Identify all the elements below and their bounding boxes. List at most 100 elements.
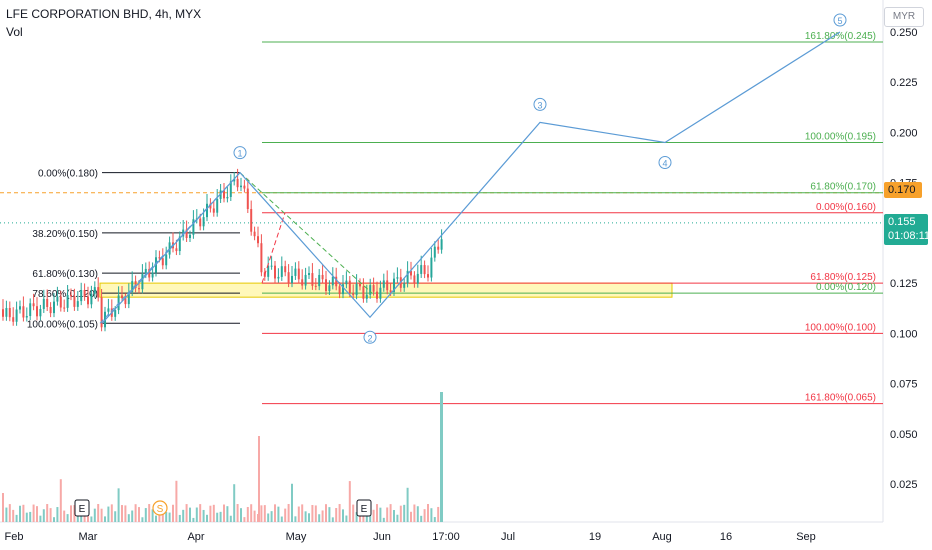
volume-bar xyxy=(352,504,355,522)
candle-body xyxy=(100,297,103,328)
volume-bar xyxy=(229,515,232,522)
currency-button[interactable]: MYR xyxy=(884,7,924,27)
candle-body xyxy=(410,270,412,276)
fib-left-label: 61.80%(0.130) xyxy=(32,269,98,280)
volume-bar xyxy=(270,511,273,522)
wave-label-circle xyxy=(833,13,847,27)
volume-bar xyxy=(396,514,399,522)
volume-bar xyxy=(403,504,406,522)
volume-bar xyxy=(93,508,96,522)
candle-body xyxy=(168,242,171,255)
candle-body xyxy=(73,296,76,307)
candle-body xyxy=(325,279,327,291)
volume-bar xyxy=(243,517,246,522)
candle-body xyxy=(93,287,96,294)
volume-bar xyxy=(437,506,440,522)
volume-bar xyxy=(386,507,389,522)
candle-body xyxy=(70,294,72,297)
volume-bar xyxy=(124,505,127,522)
volume-bar xyxy=(226,506,229,522)
volume-bar xyxy=(253,510,256,522)
volume-bar xyxy=(42,509,45,522)
time-tick-label: Mar xyxy=(79,531,98,543)
candle-body xyxy=(280,266,283,277)
volume-bar xyxy=(263,505,266,522)
last-price-tag: 0.155 01:08:11 xyxy=(884,214,930,245)
volume-bar xyxy=(233,484,236,522)
volume-bar xyxy=(376,504,378,522)
price-tick-label: 0.250 xyxy=(890,27,918,39)
volume-bar xyxy=(267,513,270,522)
volume-bar xyxy=(66,514,69,522)
volume-bar xyxy=(76,513,79,522)
candle-body xyxy=(345,280,348,285)
fib-right-label: 161.80%(0.245) xyxy=(805,31,876,42)
candle-body xyxy=(107,308,110,312)
volume-bar xyxy=(15,514,18,522)
fib-left-label: 78.60%(0.120) xyxy=(32,289,98,300)
candle-body xyxy=(90,293,93,305)
candle-body xyxy=(420,265,423,274)
volume-bar xyxy=(410,511,412,522)
candle-body xyxy=(158,257,161,259)
candle-body xyxy=(270,265,273,267)
volume-bar xyxy=(328,507,331,522)
price-tick-label: 0.125 xyxy=(890,278,918,290)
candle-body xyxy=(321,274,324,280)
volume-bar xyxy=(53,517,55,522)
candle-body xyxy=(376,291,378,299)
chart-title: LFE CORPORATION BHD, 4h, MYX xyxy=(6,7,202,21)
volume-bar xyxy=(219,511,222,522)
candle-body xyxy=(246,188,249,210)
candle-body xyxy=(362,286,365,299)
candle-body xyxy=(403,283,406,288)
candle-body xyxy=(253,231,256,237)
candle-body xyxy=(39,308,42,317)
candle-body xyxy=(406,270,409,284)
candle-body xyxy=(287,272,290,284)
wave-label: 1 xyxy=(237,149,242,159)
volume-bar xyxy=(318,514,321,522)
candle-body xyxy=(87,296,89,305)
wave-label: 4 xyxy=(662,158,667,168)
trend-line xyxy=(261,212,286,284)
candle-body xyxy=(240,185,242,188)
candle-body xyxy=(141,274,144,290)
volume-bar xyxy=(206,514,208,522)
volume-bar xyxy=(212,504,215,522)
volume-bar xyxy=(32,504,35,522)
candle-body xyxy=(56,296,59,302)
volume-bar xyxy=(284,508,287,522)
candle-body xyxy=(63,307,66,309)
candle-body xyxy=(297,268,300,280)
fib-right-label: 100.00%(0.100) xyxy=(805,322,876,333)
candle-body xyxy=(161,258,164,266)
volume-bar xyxy=(80,511,83,522)
volume-bar xyxy=(359,512,361,522)
earnings-marker xyxy=(74,499,90,517)
candle-body xyxy=(226,196,229,199)
event-marker-label: S xyxy=(157,504,164,515)
volume-bar xyxy=(321,510,324,522)
candle-body xyxy=(127,292,130,305)
candle-body xyxy=(382,280,385,288)
fib-right-label: 0.00%(0.120) xyxy=(816,282,876,293)
volume-bar xyxy=(331,517,334,522)
volume-bar xyxy=(8,504,11,522)
candle-body xyxy=(165,254,168,266)
candle-body xyxy=(437,246,440,250)
candle-body xyxy=(148,268,151,278)
candle-body xyxy=(131,281,134,293)
fib-right-label: 100.00%(0.195) xyxy=(805,131,876,142)
volume-bar xyxy=(240,508,242,522)
wave-label-circle xyxy=(363,330,377,344)
volume-bar xyxy=(338,504,341,522)
candle-body xyxy=(359,283,361,287)
volume-bar xyxy=(345,515,348,522)
event-marker-label: E xyxy=(361,504,368,515)
candle-body xyxy=(121,295,123,299)
candle-body xyxy=(277,276,280,279)
volume-bar xyxy=(304,511,307,522)
wave-label-circle xyxy=(233,146,247,160)
